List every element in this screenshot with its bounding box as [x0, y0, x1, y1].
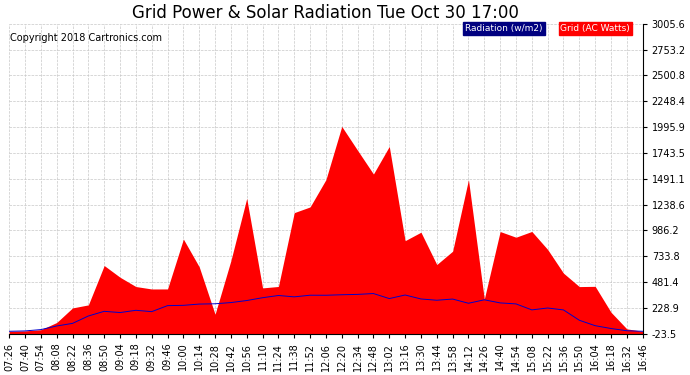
Text: Grid (AC Watts): Grid (AC Watts) — [560, 24, 630, 33]
Title: Grid Power & Solar Radiation Tue Oct 30 17:00: Grid Power & Solar Radiation Tue Oct 30 … — [132, 4, 520, 22]
Text: Copyright 2018 Cartronics.com: Copyright 2018 Cartronics.com — [10, 33, 162, 43]
Text: Radiation (w/m2): Radiation (w/m2) — [465, 24, 543, 33]
